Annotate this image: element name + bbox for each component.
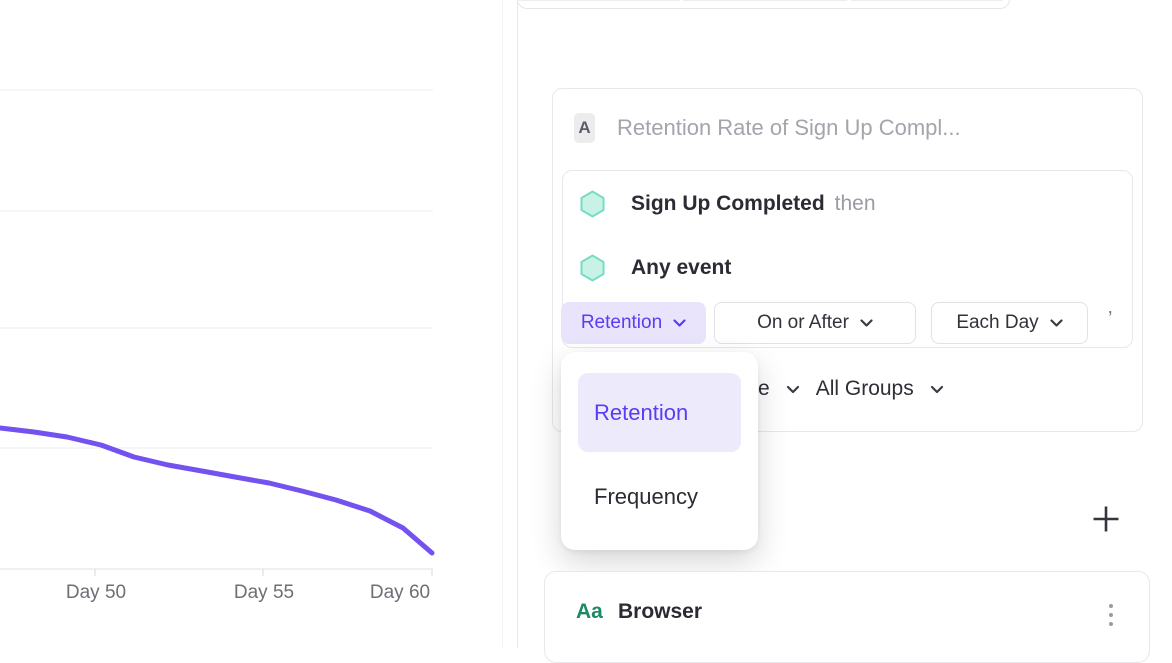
segment-button-1[interactable] — [519, 0, 680, 1]
segment-button-3[interactable] — [851, 0, 1003, 1]
panel-divider-outer — [502, 0, 503, 648]
mode-dropdown-menu: Retention Frequency — [561, 352, 758, 550]
truncated-text-fragment: ’ — [1108, 308, 1113, 330]
dropdown-label: On or After — [757, 312, 849, 333]
groups-row: e All Groups — [758, 377, 944, 401]
text-property-aa-icon: Aa — [576, 600, 603, 623]
add-metric-button[interactable] — [1092, 505, 1120, 533]
property-card-browser[interactable]: Aa Browser — [544, 571, 1150, 663]
chevron-down-icon — [786, 385, 799, 393]
metric-title-placeholder[interactable]: Retention Rate of Sign Up Compl... — [617, 115, 961, 140]
all-groups-dropdown[interactable]: All Groups — [815, 377, 914, 400]
event-row-second[interactable]: Any event — [580, 254, 741, 282]
event-hexagon-icon — [580, 190, 605, 218]
property-name: Browser — [618, 600, 703, 623]
mode-dropdown-retention[interactable]: Retention — [561, 302, 706, 344]
event-suffix: then — [834, 192, 876, 215]
event-name: Sign Up Completed — [631, 192, 825, 215]
kebab-menu-icon[interactable] — [1106, 599, 1116, 631]
dropdown-label: Retention — [580, 312, 663, 333]
retention-chart: Day 50 Day 55 Day 60 — [0, 89, 435, 603]
event-name: Any event — [631, 256, 732, 279]
covered-dropdown-fragment[interactable]: e — [758, 377, 770, 400]
event-row-first[interactable]: Sign Up Completed then — [580, 190, 876, 218]
menu-item-retention[interactable]: Retention — [578, 373, 741, 452]
chevron-down-icon — [930, 385, 943, 393]
chart-type-segmented-control — [517, 0, 1010, 9]
event-hexagon-icon — [580, 254, 605, 282]
svg-text:Day 55: Day 55 — [234, 582, 294, 603]
menu-item-frequency[interactable]: Frequency — [594, 484, 698, 509]
segment-button-2[interactable] — [683, 0, 847, 1]
metric-badge: A — [574, 113, 595, 143]
svg-text:Day 50: Day 50 — [66, 582, 126, 603]
dropdown-label: Each Day — [956, 312, 1039, 333]
interval-dropdown-each-day[interactable]: Each Day — [931, 302, 1088, 344]
timing-dropdown-on-or-after[interactable]: On or After — [714, 302, 916, 344]
chevron-down-icon — [1050, 319, 1063, 327]
panel-divider — [517, 0, 518, 648]
chevron-down-icon — [673, 319, 686, 327]
svg-text:Day 60: Day 60 — [370, 582, 430, 603]
chevron-down-icon — [860, 319, 873, 327]
